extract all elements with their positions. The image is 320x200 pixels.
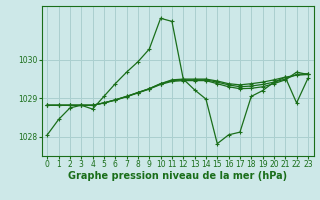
X-axis label: Graphe pression niveau de la mer (hPa): Graphe pression niveau de la mer (hPa) — [68, 171, 287, 181]
